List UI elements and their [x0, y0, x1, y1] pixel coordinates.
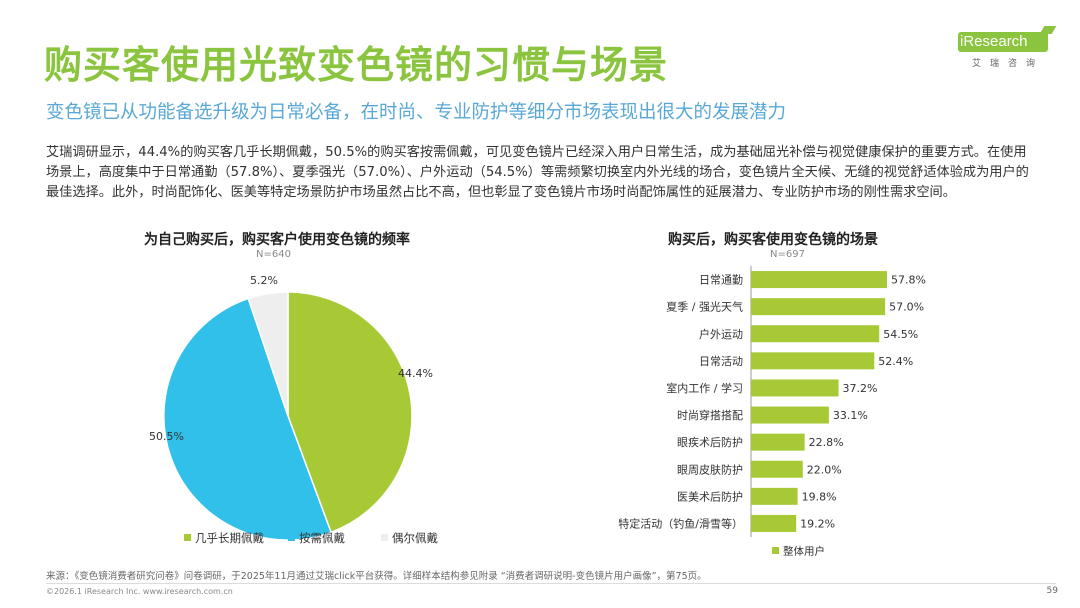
bar-category-label: 室内工作 / 学习 — [666, 381, 743, 395]
pie-slice-label: 50.5% — [149, 430, 184, 443]
pie-slice — [247, 291, 289, 417]
copyright-text: ©2026.1 iResearch Inc. www.iresearch.com… — [46, 587, 233, 596]
iresearch-logo: iResearch 艾瑞咨询 — [956, 22, 1052, 74]
footer-divider — [46, 583, 1056, 584]
bar — [751, 514, 797, 532]
bar — [751, 460, 803, 478]
bar — [751, 352, 875, 370]
bar-chart-n: N=697 — [770, 249, 805, 260]
bar — [751, 271, 887, 289]
logo-subtext: 艾瑞咨询 — [972, 59, 1045, 69]
bar-value-label: 22.0% — [807, 463, 842, 476]
legend-label: 整体用户 — [783, 545, 825, 558]
pie-chart-n: N=640 — [256, 249, 291, 260]
pie-chart-title: 为自己购买后，购买客户使用变色镜的频率 — [144, 232, 410, 248]
legend-label: 几乎长期佩戴 — [195, 531, 264, 545]
bar-chart-title: 购买后，购买客使用变色镜的场景 — [668, 232, 878, 248]
bar — [751, 433, 805, 451]
logo-badge — [958, 32, 1048, 52]
bar — [751, 298, 886, 316]
bar-value-label: 33.1% — [833, 409, 868, 422]
pie-slice-label: 5.2% — [250, 274, 278, 287]
bar-category-label: 夏季 / 强光天气 — [666, 300, 743, 314]
legend-swatch — [184, 534, 191, 541]
pie-slice-label: 44.4% — [398, 367, 433, 380]
bar — [751, 379, 839, 397]
bar-category-label: 日常通勤 — [699, 274, 743, 287]
bar-category-label: 时尚穿搭搭配 — [677, 408, 743, 422]
pie-slice — [163, 297, 333, 541]
bar-value-label: 57.0% — [889, 301, 924, 314]
page-number: 59 — [1046, 586, 1058, 596]
bar-category-label: 特定活动（钓鱼/滑雪等） — [618, 516, 743, 530]
bar-category-label: 眼周皮肤防护 — [677, 462, 743, 476]
bar — [751, 406, 829, 424]
legend-swatch — [381, 534, 388, 541]
legend-label: 偶尔佩戴 — [392, 531, 438, 545]
bar-category-label: 户外运动 — [699, 327, 743, 341]
bar-category-label: 医美术后防护 — [677, 489, 743, 503]
legend-label: 按需佩戴 — [299, 531, 345, 545]
summary-paragraph: 艾瑞调研显示，44.4%的购买客几乎长期佩戴，50.5%的购买客按需佩戴，可见变… — [46, 145, 1029, 200]
bar-value-label: 19.2% — [800, 517, 835, 530]
logo-text: iResearch — [960, 33, 1028, 50]
bar — [751, 325, 880, 343]
bar-value-label: 37.2% — [843, 382, 878, 395]
legend-swatch — [288, 534, 295, 541]
legend-swatch — [772, 547, 779, 554]
bar-value-label: 19.8% — [802, 490, 837, 503]
page-subtitle: 变色镜已从功能备选升级为日常必备，在时尚、专业防护等细分市场表现出很大的发展潜力 — [46, 102, 787, 123]
bar-value-label: 57.8% — [891, 274, 926, 287]
source-note: 来源：《变色镜消费者研究问卷》问卷调研，于2025年11月通过艾瑞click平台… — [46, 571, 707, 582]
bar-category-label: 日常活动 — [699, 355, 743, 368]
bar — [751, 487, 798, 505]
pie-slice — [287, 291, 413, 534]
page-title: 购买客使用光致变色镜的习惯与场景 — [44, 43, 669, 87]
bar-value-label: 54.5% — [883, 328, 918, 341]
bar-category-label: 眼疾术后防护 — [677, 435, 743, 449]
bar-value-label: 22.8% — [809, 436, 844, 449]
bar-value-label: 52.4% — [878, 355, 913, 368]
